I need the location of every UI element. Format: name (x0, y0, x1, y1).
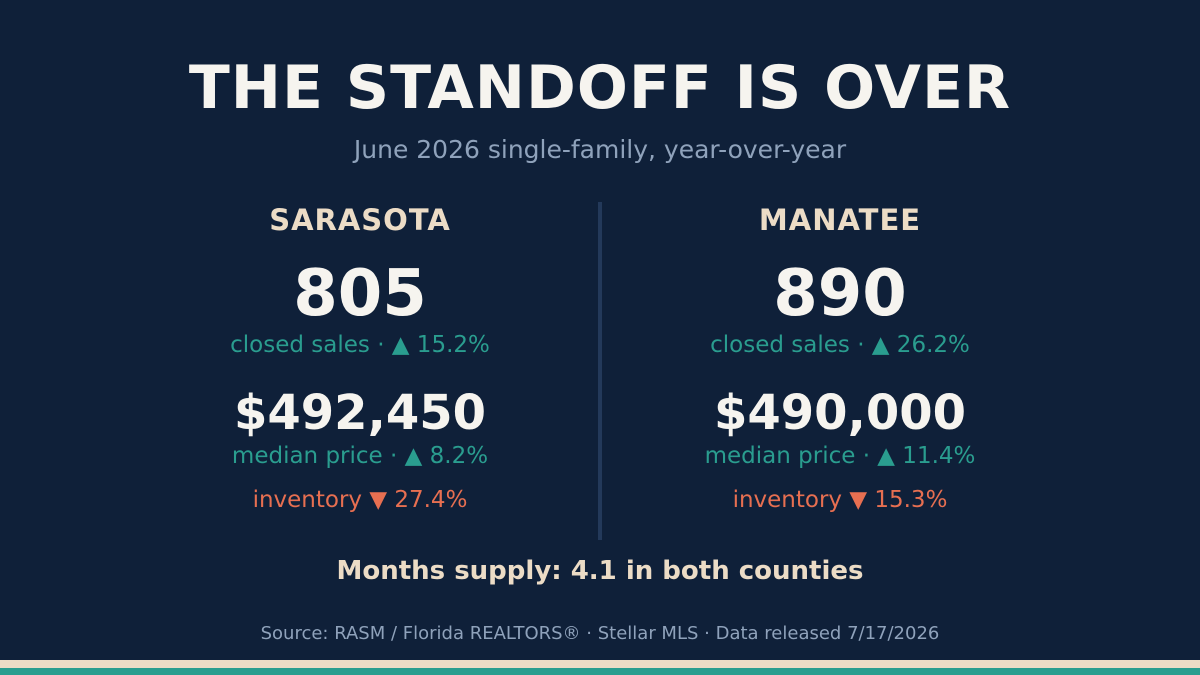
median-price-value: $490,000 (713, 385, 967, 441)
median-price-change: median price · ▲ 11.4% (704, 443, 976, 469)
column-divider (598, 202, 602, 540)
page-subtitle: June 2026 single-family, year-over-year (353, 135, 847, 164)
closed-sales-value: 890 (773, 257, 907, 331)
county-name: MANATEE (758, 203, 922, 237)
median-price-value: $492,450 (233, 385, 487, 441)
closed-sales-change: closed sales · ▲ 15.2% (230, 332, 490, 358)
footer-stripe-cream (0, 660, 1200, 668)
county-panel-manatee: MANATEE 890 closed sales · ▲ 26.2% $490,… (600, 200, 1080, 515)
inventory-change: inventory ▼ 27.4% (252, 487, 468, 513)
months-supply-note: Months supply: 4.1 in both counties (336, 556, 864, 586)
inventory-change: inventory ▼ 15.3% (732, 487, 948, 513)
county-panel-sarasota: SARASOTA 805 closed sales · ▲ 15.2% $492… (120, 200, 600, 515)
page-title: THE STANDOFF IS OVER (188, 53, 1012, 123)
footer-stripe-teal (0, 668, 1200, 675)
county-name: SARASOTA (269, 203, 451, 237)
closed-sales-value: 805 (293, 257, 427, 331)
source-credit: Source: RASM / Florida REALTORS® · Stell… (260, 623, 940, 644)
median-price-change: median price · ▲ 8.2% (231, 443, 489, 469)
closed-sales-change: closed sales · ▲ 26.2% (710, 332, 970, 358)
